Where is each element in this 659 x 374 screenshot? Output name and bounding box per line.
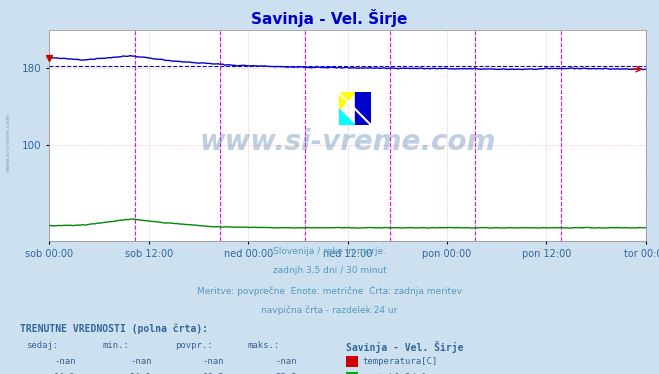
Text: min.:: min.: (102, 341, 129, 350)
Text: 14,0: 14,0 (54, 373, 76, 374)
Text: pretok[m3/s]: pretok[m3/s] (362, 373, 427, 374)
Text: TRENUTNE VREDNOSTI (polna črta):: TRENUTNE VREDNOSTI (polna črta): (20, 324, 208, 334)
Text: Slovenija / reke in morje.: Slovenija / reke in morje. (273, 247, 386, 256)
Text: 14,0: 14,0 (130, 373, 152, 374)
Text: zadnjh 3,5 dni / 30 minut: zadnjh 3,5 dni / 30 minut (273, 266, 386, 275)
Polygon shape (339, 109, 355, 125)
Text: sedaj:: sedaj: (26, 341, 59, 350)
Text: -nan: -nan (202, 357, 224, 366)
Text: povpr.:: povpr.: (175, 341, 212, 350)
Text: -nan: -nan (54, 357, 76, 366)
Text: navpična črta - razdelek 24 ur: navpična črta - razdelek 24 ur (262, 305, 397, 315)
Text: -nan: -nan (275, 357, 297, 366)
Polygon shape (339, 92, 355, 109)
Text: www.si-vreme.com: www.si-vreme.com (5, 112, 11, 172)
Text: maks.:: maks.: (247, 341, 279, 350)
Text: Savinja - Vel. Širje: Savinja - Vel. Širje (346, 341, 463, 353)
Text: www.si-vreme.com: www.si-vreme.com (200, 128, 496, 156)
Text: 16,8: 16,8 (202, 373, 224, 374)
Text: Meritve: povprečne  Enote: metrične  Črta: zadnja meritev: Meritve: povprečne Enote: metrične Črta:… (197, 286, 462, 296)
Text: -nan: -nan (130, 357, 152, 366)
Text: 23,3: 23,3 (275, 373, 297, 374)
Polygon shape (355, 92, 371, 125)
Text: Savinja - Vel. Širje: Savinja - Vel. Širje (251, 9, 408, 27)
Text: temperatura[C]: temperatura[C] (362, 357, 438, 366)
